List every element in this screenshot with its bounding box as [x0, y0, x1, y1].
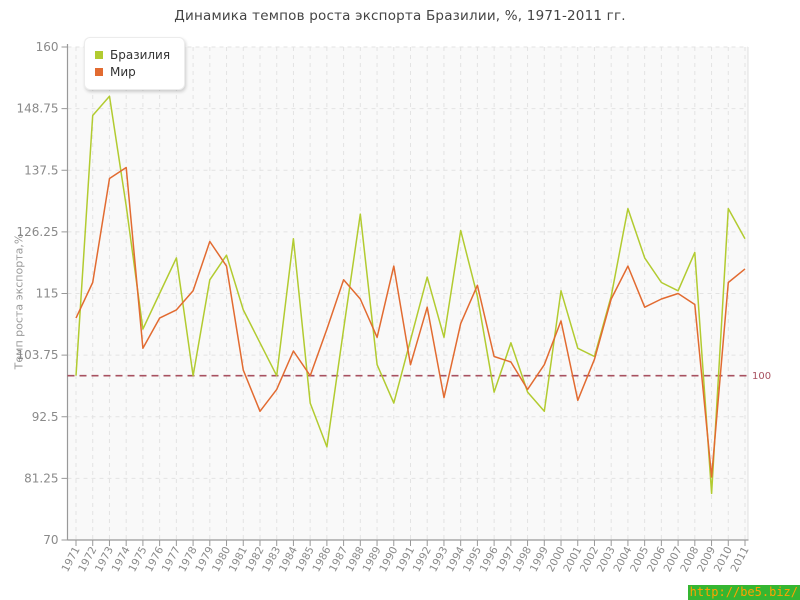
y-tick-label: 148.75 [17, 102, 59, 116]
series-line-world [75, 166, 746, 478]
reference-line-label: 100 [752, 371, 771, 382]
series-line-brazil [75, 95, 746, 495]
y-tick-label: 137.5 [24, 163, 58, 177]
y-tick-label: 70 [43, 533, 58, 547]
chart-title: Динамика темпов роста экспорта Бразилии,… [174, 8, 626, 24]
y-tick-label: 160 [36, 40, 59, 54]
y-tick-label: 115 [36, 287, 59, 301]
y-tick-label: 92.5 [32, 410, 59, 424]
legend: Бразилия Мир [84, 37, 186, 90]
legend-item-brazil: Бразилия [95, 48, 170, 62]
legend-swatch-world-icon [95, 68, 103, 76]
legend-label-brazil: Бразилия [110, 48, 171, 62]
y-tick-label: 103.75 [17, 348, 59, 362]
legend-item-world: Мир [95, 65, 170, 79]
legend-label-world: Мир [110, 65, 136, 79]
y-tick-label: 126.25 [17, 225, 59, 239]
watermark-link[interactable]: http://be5.biz/ [687, 585, 800, 600]
y-tick-label: 81.25 [24, 471, 58, 485]
legend-swatch-brazil-icon [95, 51, 103, 59]
